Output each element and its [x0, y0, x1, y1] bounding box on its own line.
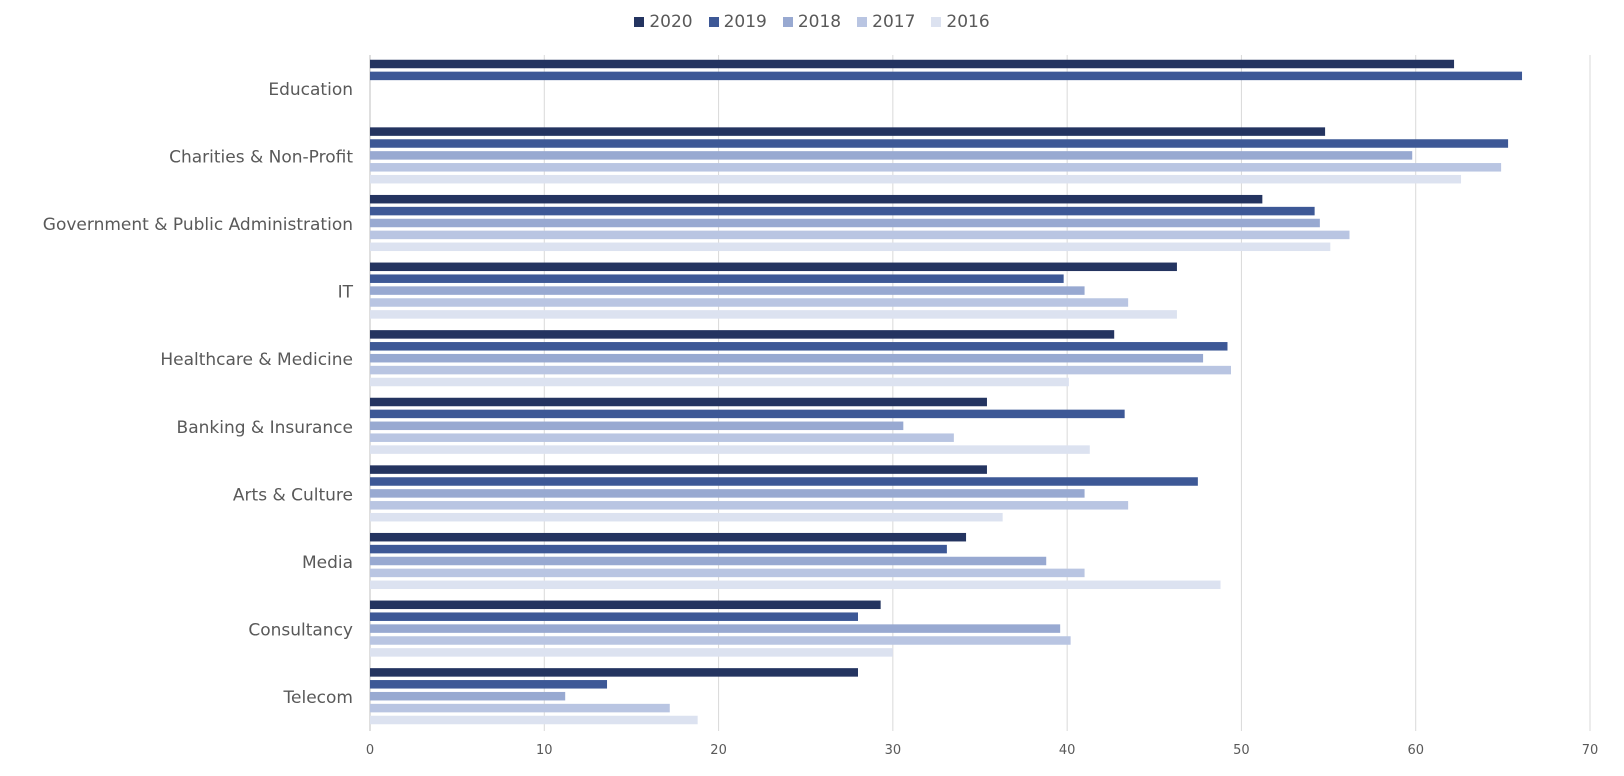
x-tick-label: 30	[885, 743, 902, 758]
chart-legend: 2020 2019 2018 2017 2016	[0, 12, 1624, 32]
bar-2020-1	[370, 127, 1326, 136]
bar-2019-6	[370, 477, 1198, 486]
bar-2019-3	[370, 274, 1064, 283]
bar-2019-1	[370, 139, 1509, 148]
x-tick-label: 10	[536, 743, 553, 758]
bar-2018-3	[370, 286, 1085, 295]
bar-2016-3	[370, 310, 1177, 319]
category-label: Telecom	[283, 688, 353, 708]
bar-2017-3	[370, 298, 1129, 307]
bar-2017-1	[370, 163, 1502, 172]
legend-swatch-2017	[857, 17, 868, 27]
legend-label-2017: 2017	[872, 12, 916, 32]
bar-2020-2	[370, 194, 1263, 204]
category-label: IT	[338, 283, 354, 303]
legend-item-2018: 2018	[782, 12, 842, 32]
bar-2020-4	[370, 330, 1115, 339]
bar-2018-7	[370, 556, 1047, 566]
bar-2019-8	[370, 612, 858, 621]
legend-label-2018: 2018	[797, 12, 842, 32]
bar-2018-1	[370, 151, 1413, 160]
legend-item-2016: 2016	[931, 12, 990, 32]
category-label: Banking & Insurance	[177, 418, 353, 438]
bar-2019-0	[370, 71, 1523, 81]
bar-2020-3	[370, 262, 1177, 272]
bar-2016-2	[370, 242, 1331, 252]
category-label: Government & Public Administration	[43, 215, 353, 235]
bar-2016-7	[370, 580, 1221, 590]
x-tick-label: 40	[1059, 743, 1076, 758]
bar-2019-7	[370, 544, 947, 554]
x-tick-label: 50	[1233, 743, 1250, 758]
bar-2017-5	[370, 433, 954, 442]
bar-2016-4	[370, 377, 1069, 387]
bar-2017-7	[370, 568, 1085, 578]
bar-2016-8	[370, 648, 893, 657]
bar-2016-1	[370, 174, 1462, 184]
bar-2020-0	[370, 59, 1455, 69]
bar-2019-9	[370, 680, 608, 689]
legend-item-2020: 2020	[634, 12, 693, 32]
bar-2018-8	[370, 624, 1061, 633]
x-tick-label: 70	[1582, 743, 1599, 758]
bar-2017-4	[370, 365, 1231, 375]
bar-2018-6	[370, 489, 1085, 498]
legend-label-2020: 2020	[649, 12, 693, 32]
bar-2020-9	[370, 668, 858, 677]
bar-2019-2	[370, 206, 1315, 216]
legend-label-2019: 2019	[723, 12, 767, 32]
bar-2019-5	[370, 409, 1125, 419]
bar-2020-7	[370, 532, 967, 542]
bar-2020-5	[370, 397, 987, 407]
legend-item-2019: 2019	[708, 12, 767, 32]
category-label: Charities & Non-Profit	[169, 147, 353, 167]
x-tick-label: 0	[366, 743, 374, 758]
legend-swatch-2016	[931, 17, 942, 27]
category-label: Consultancy	[248, 621, 353, 641]
bar-2018-2	[370, 218, 1320, 228]
legend-label-2016: 2016	[946, 12, 990, 32]
bar-2018-9	[370, 691, 566, 701]
bar-2016-9	[370, 715, 698, 725]
x-tick-label: 60	[1407, 743, 1424, 758]
category-label: Education	[268, 80, 353, 100]
x-tick-label: 20	[710, 743, 727, 758]
category-label: Healthcare & Medicine	[160, 350, 353, 370]
category-label: Arts & Culture	[233, 485, 353, 505]
bar-2017-6	[370, 501, 1129, 510]
legend-item-2017: 2017	[857, 12, 915, 32]
bar-2016-5	[370, 445, 1090, 454]
legend-swatch-2019	[708, 17, 719, 27]
bar-2016-6	[370, 512, 1003, 522]
bar-2017-2	[370, 230, 1350, 240]
bar-2020-6	[370, 465, 987, 474]
bar-2018-4	[370, 353, 1204, 363]
bar-2017-8	[370, 636, 1071, 645]
bar-2020-8	[370, 600, 881, 610]
category-label: Media	[302, 553, 353, 573]
bar-2019-4	[370, 342, 1228, 351]
bar-2018-5	[370, 421, 904, 431]
legend-swatch-2020	[634, 17, 645, 27]
bar-2017-9	[370, 703, 670, 713]
legend-swatch-2018	[782, 17, 793, 27]
